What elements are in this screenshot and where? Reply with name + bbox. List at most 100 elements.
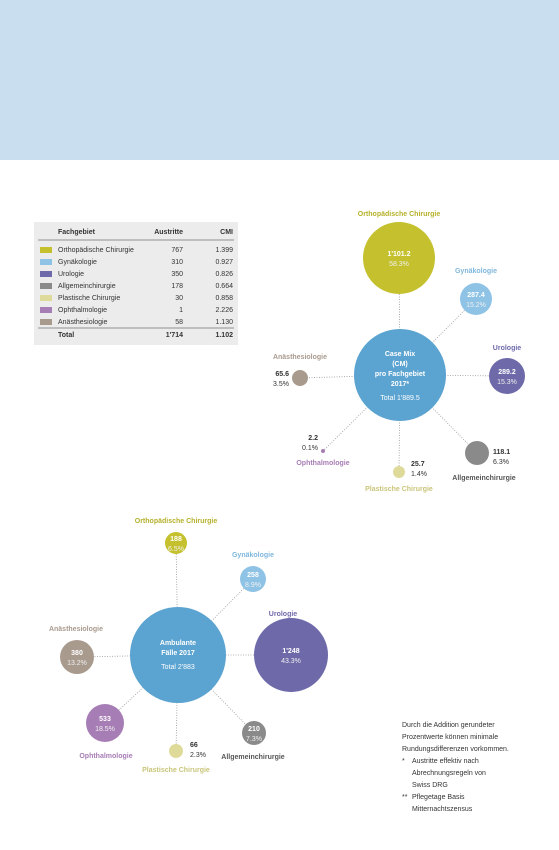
table-cell: 0.858 bbox=[215, 295, 233, 302]
bubble-value: 533 bbox=[99, 716, 111, 723]
footnote: Mitternachtszensus bbox=[412, 806, 473, 813]
center-total: Total 1'889.5 bbox=[380, 395, 420, 402]
table-header: Fachgebiet bbox=[58, 229, 96, 236]
bubble-label: Anästhesiologie bbox=[49, 626, 103, 633]
bubble-label: Ophthalmologie bbox=[296, 460, 349, 467]
swatch bbox=[40, 295, 52, 301]
center-title: 2017* bbox=[391, 381, 410, 388]
bubble-label: Allgemeinchirurgie bbox=[221, 754, 285, 761]
note: Prozentwerte können minimale bbox=[402, 734, 498, 741]
bubble bbox=[165, 532, 187, 554]
center-title: Ambulante bbox=[160, 640, 196, 647]
center-title: (CM) bbox=[392, 361, 408, 368]
bubble-label: Ophthalmologie bbox=[79, 753, 132, 760]
bubble-percent: 6.5% bbox=[168, 546, 184, 553]
bubble-value: 2.2 bbox=[308, 435, 318, 442]
connector bbox=[299, 374, 401, 379]
table-cell: Urologie bbox=[58, 271, 84, 278]
bubble-value: 289.2 bbox=[498, 369, 516, 376]
table-total: 1.102 bbox=[215, 332, 233, 339]
bubble-percent: 3.5% bbox=[273, 381, 289, 388]
footnote: Austritte effektiv nach bbox=[412, 758, 479, 765]
swatch bbox=[40, 259, 52, 265]
bubble-label: Anästhesiologie bbox=[273, 354, 327, 361]
center-title: pro Fachgebiet bbox=[375, 371, 426, 378]
bubble-label: Plastische Chirurgie bbox=[365, 486, 433, 493]
bubble bbox=[489, 358, 525, 394]
bubble-label: Allgemeinchirurgie bbox=[452, 475, 516, 482]
header-band bbox=[0, 0, 559, 160]
center-bubble bbox=[354, 329, 446, 421]
bubble-value: 1'101.2 bbox=[387, 251, 410, 258]
table-cell: Allgemeinchirurgie bbox=[58, 283, 116, 290]
bubble bbox=[460, 283, 492, 315]
bubble-percent: 15.2% bbox=[466, 302, 486, 309]
bubble-label: Orthopädische Chirurgie bbox=[135, 518, 218, 525]
bubble-value: 66 bbox=[190, 742, 198, 749]
center-title: Case Mix bbox=[385, 351, 415, 358]
table-cell: Anästhesiologie bbox=[58, 319, 108, 326]
bubble-percent: 6.3% bbox=[493, 459, 509, 466]
bubble-value: 25.7 bbox=[411, 461, 425, 468]
table-cell: 30 bbox=[175, 295, 183, 302]
bubble-value: 65.6 bbox=[275, 371, 289, 378]
table-cell: 350 bbox=[171, 271, 183, 278]
table-cell: 58 bbox=[175, 319, 183, 326]
bubble-percent: 15.3% bbox=[497, 379, 517, 386]
center-total: Total 2'883 bbox=[161, 664, 195, 671]
table-cell: 0.927 bbox=[215, 259, 233, 266]
bubble-percent: 1.4% bbox=[411, 471, 427, 478]
footnote-mark: * bbox=[402, 758, 405, 765]
bubble bbox=[465, 441, 489, 465]
bubble-value: 1'248 bbox=[282, 648, 299, 655]
bubble bbox=[321, 449, 325, 453]
table-cell: 178 bbox=[171, 283, 183, 290]
swatch bbox=[40, 283, 52, 289]
footnote: Swiss DRG bbox=[412, 782, 448, 789]
connector bbox=[175, 654, 179, 752]
connector bbox=[76, 654, 179, 658]
bubble-value: 118.1 bbox=[493, 449, 510, 456]
bubble bbox=[86, 704, 124, 742]
bubble-label: Urologie bbox=[269, 611, 297, 618]
footnote-mark: ** bbox=[402, 794, 408, 801]
bubble-value: 188 bbox=[170, 536, 182, 543]
footnote: Pflegetage Basis bbox=[412, 794, 465, 801]
table-cell: 310 bbox=[171, 259, 183, 266]
bubble-value: 287.4 bbox=[467, 292, 485, 299]
table-box bbox=[34, 222, 238, 345]
footnote: Abrechnungsregeln von bbox=[412, 770, 486, 777]
bubble bbox=[240, 566, 266, 592]
bubble-percent: 43.3% bbox=[281, 658, 301, 665]
center-bubble bbox=[130, 607, 226, 703]
table-header: Austritte bbox=[154, 229, 183, 236]
swatch bbox=[40, 319, 52, 325]
bubble-label: Orthopädische Chirurgie bbox=[358, 211, 441, 218]
table-total: 1'714 bbox=[166, 332, 183, 339]
bubble bbox=[363, 222, 435, 294]
table-cell: 2.226 bbox=[215, 307, 233, 314]
bubble-value: 258 bbox=[247, 572, 259, 579]
connector bbox=[175, 542, 179, 656]
table-cell: 0.664 bbox=[215, 283, 233, 290]
table-cell: 767 bbox=[171, 247, 183, 254]
bubble-percent: 8.9% bbox=[245, 582, 261, 589]
table-total: Total bbox=[58, 332, 74, 339]
bubble bbox=[254, 618, 328, 692]
swatch bbox=[40, 307, 52, 313]
table-cell: 1.130 bbox=[215, 319, 233, 326]
bubble-percent: 18.5% bbox=[95, 726, 115, 733]
table-cell: Gynäkologie bbox=[58, 259, 97, 266]
table-cell: Plastische Chirurgie bbox=[58, 295, 120, 302]
table-cell: 1 bbox=[179, 307, 183, 314]
table-cell: 1.399 bbox=[215, 247, 233, 254]
bubble-label: Gynäkologie bbox=[232, 552, 274, 559]
bubble-percent: 0.1% bbox=[302, 445, 318, 452]
table-header: CMI bbox=[220, 229, 233, 236]
swatch bbox=[40, 247, 52, 253]
bubble-percent: 2.3% bbox=[190, 752, 206, 759]
table-cell: Ophthalmologie bbox=[58, 307, 107, 314]
bubble-percent: 58.3% bbox=[389, 261, 409, 268]
note: Durch die Addition gerundeter bbox=[402, 722, 495, 729]
